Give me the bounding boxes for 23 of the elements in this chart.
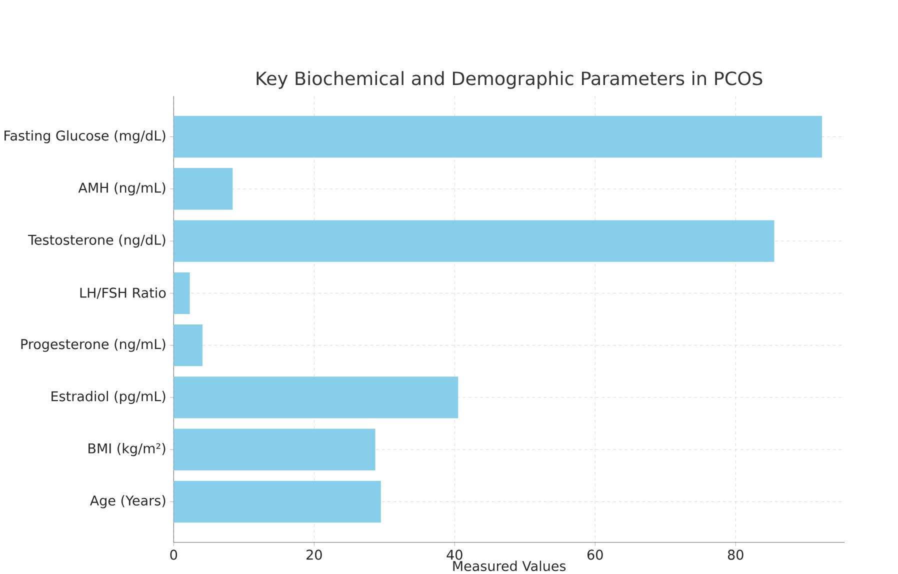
y-tick-label: Testosterone (ng/dL) bbox=[28, 234, 166, 248]
x-tick-label: 80 bbox=[728, 549, 744, 560]
bar bbox=[174, 480, 381, 522]
y-tick-label: Progesterone (ng/mL) bbox=[21, 338, 166, 352]
x-tick-label: 40 bbox=[446, 549, 462, 560]
x-tick-label: 0 bbox=[170, 549, 178, 560]
bar bbox=[174, 376, 458, 418]
y-tick-label: BMI (kg/m²) bbox=[88, 442, 166, 456]
bar bbox=[174, 428, 376, 470]
x-tick-label: 60 bbox=[587, 549, 603, 560]
y-tick-label: LH/FSH Ratio bbox=[80, 287, 166, 299]
bar bbox=[174, 220, 774, 262]
x-tick-label: 20 bbox=[306, 549, 322, 560]
chart-title: Key Biochemical and Demographic Parameters in PCOS bbox=[256, 70, 762, 89]
bar bbox=[174, 272, 190, 314]
y-tick-label: Age (Years) bbox=[90, 495, 166, 508]
y-tick-label: Fasting Glucose (mg/dL) bbox=[4, 130, 166, 144]
bar bbox=[174, 116, 822, 158]
y-tick-label: Estradiol (pg/mL) bbox=[52, 390, 166, 404]
y-tick-label: AMH (ng/mL) bbox=[78, 182, 166, 196]
bar bbox=[174, 168, 233, 210]
bar bbox=[174, 324, 202, 366]
x-axis-title: Measured Values bbox=[453, 560, 566, 571]
